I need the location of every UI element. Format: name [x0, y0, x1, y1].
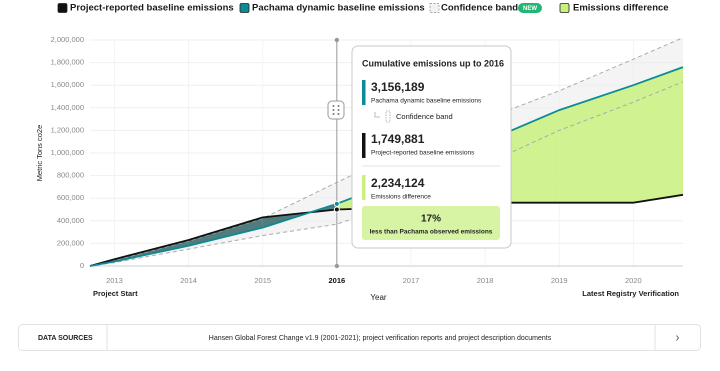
x-tick-label: 2014 — [180, 276, 197, 285]
tooltip-value: 3,156,189 — [371, 80, 425, 94]
data-sources: DATA SOURCES Hansen Global Forest Change… — [18, 324, 701, 351]
start-label: Project Start — [93, 289, 138, 298]
expand-chevron[interactable] — [676, 335, 680, 341]
x-axis-label: Year — [370, 293, 387, 302]
legend: Project-reported baseline emissions Pacha… — [57, 3, 669, 14]
y-tick-label: 1,600,000 — [51, 80, 84, 89]
summary-label: less than Pachama observed emissions — [370, 229, 493, 236]
tooltip-label: Project-reported baseline emissions — [371, 150, 475, 157]
legend-swatch — [239, 3, 250, 13]
end-label: Latest Registry Verification — [582, 289, 679, 298]
x-tick-label: 2019 — [551, 276, 568, 285]
legend-label: Pachama dynamic baseline emissions — [252, 3, 425, 14]
x-tick-label: 2020 — [625, 276, 642, 285]
tooltip-label: Confidence band — [396, 112, 453, 121]
tooltip-box — [351, 45, 512, 249]
hover-point — [333, 206, 340, 213]
indent-arrow — [374, 112, 380, 118]
summary-box — [362, 206, 500, 240]
x-tick-label: 2017 — [403, 276, 420, 285]
x-tick-label: 2013 — [106, 276, 123, 285]
y-axis-label: Metric Tons co2e — [35, 125, 44, 182]
x-tick-label: 2016 — [328, 276, 345, 285]
y-tick-label: 800,000 — [57, 171, 84, 180]
badge-label: NEW — [523, 6, 537, 12]
legend-label: Confidence band — [441, 3, 518, 14]
difference-area — [633, 67, 683, 203]
footer-text: Hansen Global Forest Change v1.9 (2001-2… — [209, 335, 552, 342]
overlay — [327, 100, 345, 120]
y-tick-label: 1,800,000 — [51, 58, 84, 67]
tooltip-swatch — [362, 133, 366, 158]
x-tick-label: 2018 — [477, 276, 494, 285]
badge — [518, 3, 542, 13]
y-tick-label: 400,000 — [57, 216, 84, 225]
legend-item[interactable]: Pachama dynamic baseline emissions — [239, 3, 425, 14]
tooltip-label: Emissions difference — [371, 194, 431, 201]
tooltip: Cumulative emissions up to 2016 3,156,18… — [351, 45, 512, 249]
difference-area — [559, 85, 634, 203]
y-tick-label: 1,200,000 — [51, 125, 84, 134]
y-tick-label: 600,000 — [57, 193, 84, 202]
hover-point — [333, 200, 340, 207]
y-tick-label: 200,000 — [57, 238, 84, 247]
y-tick-label: 2,000,000 — [51, 35, 84, 44]
y-tick-label: 1,000,000 — [51, 148, 84, 157]
footer-box — [18, 324, 701, 351]
x-tick-label: 2015 — [254, 276, 271, 285]
hover-cap — [334, 263, 340, 269]
legend-item[interactable]: Project-reported baseline emissions — [57, 3, 234, 14]
hover-cap — [334, 37, 340, 43]
tooltip-value: 1,749,881 — [371, 132, 425, 146]
tooltip-swatch — [362, 175, 366, 200]
y-tick-label: 1,400,000 — [51, 103, 84, 112]
footer-heading: DATA SOURCES — [38, 335, 93, 342]
handle-dots — [332, 105, 340, 115]
tooltip-title: Cumulative emissions up to 2016 — [362, 58, 504, 68]
y-tick-label: 0 — [80, 261, 84, 270]
legend-label: Emissions difference — [573, 3, 669, 14]
summary-value: 17% — [421, 214, 441, 225]
tooltip-label: Pachama dynamic baseline emissions — [371, 98, 482, 105]
difference-area — [188, 217, 263, 246]
legend-swatch — [429, 3, 440, 13]
drag-handle[interactable] — [327, 100, 345, 120]
legend-item[interactable]: Confidence band NEW — [429, 3, 542, 14]
legend-item[interactable]: Emissions difference — [559, 3, 669, 14]
legend-swatch — [559, 3, 570, 13]
tooltip-swatch — [362, 80, 366, 105]
tooltip-value: 2,234,124 — [371, 176, 425, 190]
legend-swatch — [57, 3, 68, 13]
legend-label: Project-reported baseline emissions — [70, 3, 234, 14]
